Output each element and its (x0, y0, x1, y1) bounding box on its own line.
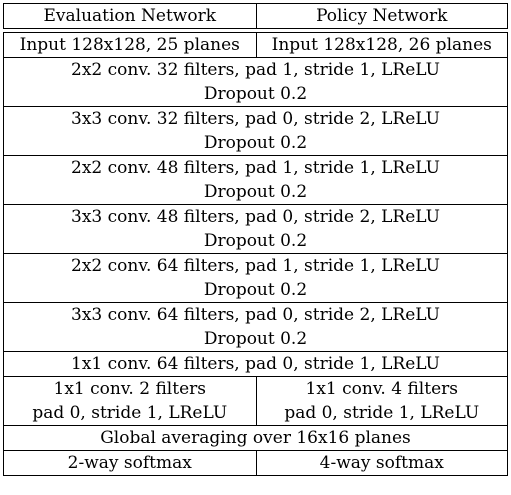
header-row: Evaluation Network Policy Network (3, 3, 508, 29)
split-evaluation-line1: 1x1 conv. 2 filters (53, 379, 206, 399)
split-policy-line1: 1x1 conv. 4 filters (305, 379, 458, 399)
conv-block-4: 3x3 conv. 48 filters, pad 0, stride 2, L… (3, 205, 508, 254)
input-row: Input 128x128, 25 planes Input 128x128, … (3, 32, 508, 58)
conv1x1-label: 1x1 conv. 64 filters, pad 0, stride 1, L… (71, 354, 440, 374)
softmax-policy: 4-way softmax (255, 451, 508, 475)
header-policy-network: Policy Network (255, 4, 508, 28)
input-policy: Input 128x128, 26 planes (255, 33, 508, 57)
header-evaluation-network: Evaluation Network (43, 6, 216, 26)
global-averaging-row: Global averaging over 16x16 planes (3, 426, 508, 451)
conv-layer-label: 2x2 conv. 32 filters, pad 1, stride 1, L… (71, 60, 440, 80)
input-evaluation: Input 128x128, 25 planes (19, 35, 240, 55)
conv-layer-label: 2x2 conv. 64 filters, pad 1, stride 1, L… (71, 256, 440, 276)
conv-layer-label: 3x3 conv. 32 filters, pad 0, stride 2, L… (71, 109, 440, 129)
split-conv-row: 1x1 conv. 2 filters pad 0, stride 1, LRe… (3, 377, 508, 426)
conv-layer-label: 3x3 conv. 64 filters, pad 0, stride 2, L… (71, 305, 440, 325)
split-evaluation-line2: pad 0, stride 1, LReLU (32, 403, 228, 423)
architecture-table: Evaluation Network Policy Network Input … (3, 3, 508, 476)
conv-block-5: 2x2 conv. 64 filters, pad 1, stride 1, L… (3, 254, 508, 303)
softmax-row: 2-way softmax 4-way softmax (3, 451, 508, 476)
split-conv-policy: 1x1 conv. 4 filters pad 0, stride 1, LRe… (255, 377, 508, 425)
dropout-label: Dropout 0.2 (203, 280, 308, 300)
dropout-label: Dropout 0.2 (203, 231, 308, 251)
global-averaging-label: Global averaging over 16x16 planes (100, 428, 411, 448)
dropout-label: Dropout 0.2 (203, 182, 308, 202)
conv-block-2: 3x3 conv. 32 filters, pad 0, stride 2, L… (3, 107, 508, 156)
conv1x1-row: 1x1 conv. 64 filters, pad 0, stride 1, L… (3, 352, 508, 377)
conv-block-1: 2x2 conv. 32 filters, pad 1, stride 1, L… (3, 58, 508, 107)
conv-block-6: 3x3 conv. 64 filters, pad 0, stride 2, L… (3, 303, 508, 352)
split-policy-line2: pad 0, stride 1, LReLU (284, 403, 480, 423)
softmax-evaluation: 2-way softmax (67, 453, 192, 473)
conv-layer-label: 3x3 conv. 48 filters, pad 0, stride 2, L… (71, 207, 440, 227)
dropout-label: Dropout 0.2 (203, 133, 308, 153)
dropout-label: Dropout 0.2 (203, 329, 308, 349)
conv-layer-label: 2x2 conv. 48 filters, pad 1, stride 1, L… (71, 158, 440, 178)
split-conv-evaluation: 1x1 conv. 2 filters pad 0, stride 1, LRe… (4, 377, 256, 425)
dropout-label: Dropout 0.2 (203, 84, 308, 104)
conv-block-3: 2x2 conv. 48 filters, pad 1, stride 1, L… (3, 156, 508, 205)
